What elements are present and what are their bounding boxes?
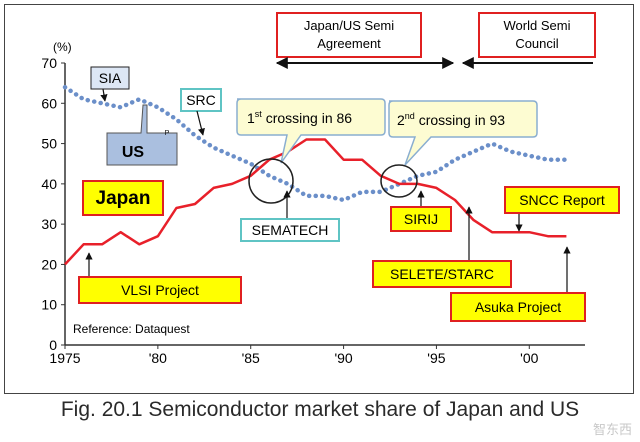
reference-note: Reference: Dataquest [73, 322, 190, 336]
japan-us-agreement-line1: Japan/US Semi [304, 18, 394, 33]
y-tick-label: 20 [41, 256, 57, 272]
crossing-2-text: crossing in 93 [415, 112, 505, 128]
svg-text:SIRIJ: SIRIJ [404, 211, 438, 227]
y-tick-label: 70 [41, 55, 57, 71]
sematech-label: SEMATECH [240, 218, 340, 242]
y-tick-label: 50 [41, 136, 57, 152]
x-tick-label: '80 [149, 350, 167, 366]
japan-series-line [64, 138, 567, 266]
x-tick-label: '90 [334, 350, 352, 366]
sia-pointer [100, 88, 108, 102]
japan-callout: Japan [82, 180, 164, 216]
svg-text:VLSI Project: VLSI Project [121, 282, 199, 298]
svg-text:Asuka Project: Asuka Project [475, 299, 561, 315]
asuka-project-label: Asuka Project [450, 292, 586, 322]
x-tick-label: '85 [242, 350, 260, 366]
src-pointer [196, 110, 205, 136]
y-tick-label: 40 [41, 176, 57, 192]
japan-label: Japan [96, 188, 151, 209]
x-tick-label: '95 [427, 350, 445, 366]
world-semi-council-line1: World Semi [504, 18, 571, 33]
crossing-2-circle [380, 164, 418, 198]
svg-text:1st crossing in 86: 1st crossing in 86 [247, 109, 352, 126]
y-tick-label: 60 [41, 95, 57, 111]
sia-label: SIA [90, 66, 130, 90]
svg-text:2nd crossing in 93: 2nd crossing in 93 [397, 111, 505, 128]
y-axis-label: (%) [53, 40, 72, 54]
sirij-label: SIRIJ [390, 206, 452, 232]
svg-text:SEMATECH: SEMATECH [252, 222, 329, 238]
crossing-1-number: 1 [247, 110, 255, 126]
crossing-2-sup: nd [405, 111, 415, 121]
sncc-report-label: SNCC Report [504, 186, 620, 214]
y-tick-label: 30 [41, 216, 57, 232]
figure-caption: Fig. 20.1 Semiconductor market share of … [60, 398, 580, 421]
crossing-2-number: 2 [397, 112, 405, 128]
x-tick-label: '00 [520, 350, 538, 366]
crossing-1-callout: 1st crossing in 86 [236, 98, 386, 164]
svg-text:SELETE/STARC: SELETE/STARC [390, 266, 494, 282]
crossing-1-sup: st [255, 109, 263, 119]
svg-text:SRC: SRC [186, 92, 216, 108]
market-share-chart: (%) 0 10 20 30 40 50 60 70 1975 '80 '85 '90 '95 '00 Ja… [41, 12, 620, 366]
svg-text:SIA: SIA [99, 70, 122, 86]
japan-us-agreement-line2: Agreement [317, 36, 381, 51]
svg-text:SNCC Report: SNCC Report [519, 192, 605, 208]
src-label: SRC [180, 88, 222, 112]
world-semi-council-line2: Council [515, 36, 558, 51]
crossing-1-circle [248, 158, 294, 204]
x-tick-label: 1975 [49, 350, 80, 366]
chart-frame: (%) 0 10 20 30 40 50 60 70 1975 '80 '85 '90 '95 '00 Ja… [4, 4, 634, 394]
selete-starc-label: SELETE/STARC [372, 260, 512, 288]
japan-us-agreement-box: Japan/US Semi Agreement [276, 12, 422, 58]
us-callout: US P [106, 104, 178, 166]
us-label: US [122, 144, 145, 161]
world-semi-council-box: World Semi Council [478, 12, 596, 58]
y-tick-label: 10 [41, 297, 57, 313]
y-tick-label: 0 [49, 337, 57, 353]
crossing-1-text: crossing in 86 [262, 110, 352, 126]
vlsi-project-label: VLSI Project [78, 276, 242, 304]
us-p-label: P [165, 130, 170, 137]
crossing-2-callout: 2nd crossing in 93 [388, 100, 538, 166]
watermark: 智东西 [592, 422, 632, 437]
us-series-line [62, 84, 569, 203]
